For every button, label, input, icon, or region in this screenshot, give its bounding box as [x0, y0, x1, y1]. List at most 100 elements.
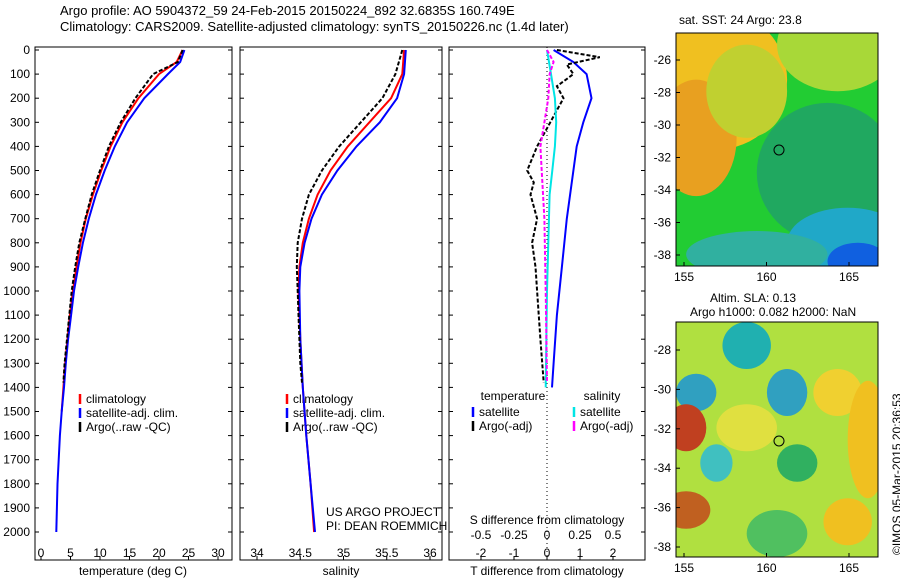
depth-tick-label: 900: [10, 260, 30, 274]
depth-tick-label: 1300: [3, 356, 30, 370]
legend-label: climatology: [293, 392, 353, 406]
s-diff-tick-label: -0.25: [500, 528, 528, 542]
depth-tick-label: 100: [10, 67, 30, 81]
field-blob: [756, 102, 878, 243]
sst-map-lat-label: -26: [654, 53, 672, 67]
depth-tick-label: 800: [10, 236, 30, 250]
title-line1: Argo profile: AO 5904372_59 24-Feb-2015 …: [60, 3, 515, 18]
sal-tick-label: 34.5: [289, 546, 313, 560]
depth-tick-label: 2000: [3, 525, 30, 539]
depth-tick-label: 1000: [3, 284, 30, 298]
sla-map: [675, 321, 879, 558]
field-blob: [676, 404, 707, 452]
sst-map-lon-label: 165: [839, 270, 859, 284]
temp-tick-label: 25: [182, 546, 196, 560]
legend-label: climatology: [86, 392, 146, 406]
diff-tick-label: 1: [577, 546, 584, 560]
legend-label: Argo(-adj): [479, 419, 532, 433]
sst-map-lat-label: -30: [654, 118, 672, 132]
legend-label: satellite-adj. clim.: [86, 406, 178, 420]
field-blob: [676, 491, 711, 529]
diff-tick-label: 2: [610, 546, 617, 560]
field-blob: [827, 242, 878, 266]
legend-title-salinity: salinity: [584, 389, 621, 403]
depth-tick-label: 0: [23, 43, 30, 57]
sla-map-field: [676, 322, 878, 557]
temp-tick-label: 20: [152, 546, 166, 560]
depth-tick-label: 600: [10, 188, 30, 202]
panel-frame-1: [239, 46, 443, 561]
temp-tick-label: 15: [123, 546, 137, 560]
field-blob: [722, 322, 771, 369]
legend-label: Argo(..raw -QC): [86, 420, 171, 434]
panel-frame-0: [34, 46, 233, 561]
s-diff-tick-label: -0.5: [471, 528, 492, 542]
temp-tick-label: 5: [67, 546, 74, 560]
depth-tick-label: 1900: [3, 501, 30, 515]
sla-map-lon-label: 155: [674, 561, 694, 575]
sal-line-2: [295, 49, 404, 383]
title-line2: Climatology: CARS2009. Satellite-adjuste…: [60, 19, 569, 34]
temp-axis-label: temperature (deg C): [79, 564, 187, 578]
sla-map-lat-label: -34: [654, 461, 672, 475]
sst-map-lon-label: 155: [674, 270, 694, 284]
sal-line-1: [298, 49, 407, 533]
field-blob: [676, 373, 717, 412]
diff-line-0: [551, 49, 593, 388]
diff-tick-label: -1: [509, 546, 520, 560]
depth-tick-label: 300: [10, 115, 30, 129]
sst-map-lat-label: -28: [654, 86, 672, 100]
sla-map-argo-location-marker: [773, 435, 785, 447]
field-blob: [706, 44, 788, 138]
depth-tick-label: 1500: [3, 405, 30, 419]
depth-tick-label: 1400: [3, 380, 30, 394]
legend-label: satellite: [580, 405, 621, 419]
field-blob: [777, 444, 818, 482]
field-blob: [823, 498, 872, 546]
sal-tick-label: 36: [423, 546, 437, 560]
temp-line-2: [62, 49, 184, 383]
diff-tick-label: 0: [544, 546, 551, 560]
depth-tick-label: 500: [10, 164, 30, 178]
sal-line-0: [297, 49, 406, 533]
sal-tick-label: 35: [337, 546, 351, 560]
diff-line-2: [544, 49, 558, 388]
depth-tick-label: 1200: [3, 332, 30, 346]
sst-map-frame: [675, 32, 879, 267]
sla-map-lat-label: -36: [654, 501, 672, 515]
sla-map-frame: [675, 321, 879, 558]
field-blob: [847, 380, 878, 499]
temp-tick-label: 30: [211, 546, 225, 560]
legend-label: satellite-adj. clim.: [293, 406, 385, 420]
sla-map-lon-label: 160: [756, 561, 776, 575]
temp-tick-label: 10: [93, 546, 107, 560]
credit: ©IMOS 05-Mar-2015 20:36:53: [890, 393, 900, 555]
legend-label: satellite: [479, 405, 520, 419]
sla-map-lat-label: -38: [654, 540, 672, 554]
sst-map-argo-location-marker: [773, 144, 785, 156]
sst-map-lat-label: -32: [654, 151, 672, 165]
sla-map-lat-label: -30: [654, 382, 672, 396]
field-blob: [813, 369, 862, 416]
sal-tick-label: 34: [250, 546, 264, 560]
diff-line-1: [526, 49, 601, 383]
field-blob: [700, 444, 733, 482]
depth-tick-label: 400: [10, 139, 30, 153]
s-diff-tick-label: 0.25: [568, 528, 592, 542]
s-diff-tick-label: 0: [544, 528, 551, 542]
field-blob: [716, 404, 777, 452]
sst-map-lon-label: 160: [756, 270, 776, 284]
depth-tick-label: 1800: [3, 477, 30, 491]
sla-map-title2: Argo h1000: 0.082 h2000: NaN: [690, 305, 857, 319]
field-blob: [686, 231, 828, 266]
field-blob: [746, 510, 808, 557]
depth-tick-label: 200: [10, 91, 30, 105]
sst-map-field: [676, 33, 878, 266]
diff-line-3: [539, 49, 555, 383]
sst-map-lat-label: -38: [654, 248, 672, 262]
depth-tick-label: 1700: [3, 453, 30, 467]
depth-tick-label: 700: [10, 212, 30, 226]
sal-tick-label: 35.5: [375, 546, 399, 560]
